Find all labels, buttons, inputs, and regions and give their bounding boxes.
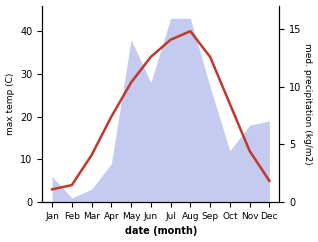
X-axis label: date (month): date (month)	[125, 227, 197, 236]
Y-axis label: max temp (C): max temp (C)	[5, 73, 15, 135]
Y-axis label: med. precipitation (kg/m2): med. precipitation (kg/m2)	[303, 43, 313, 165]
